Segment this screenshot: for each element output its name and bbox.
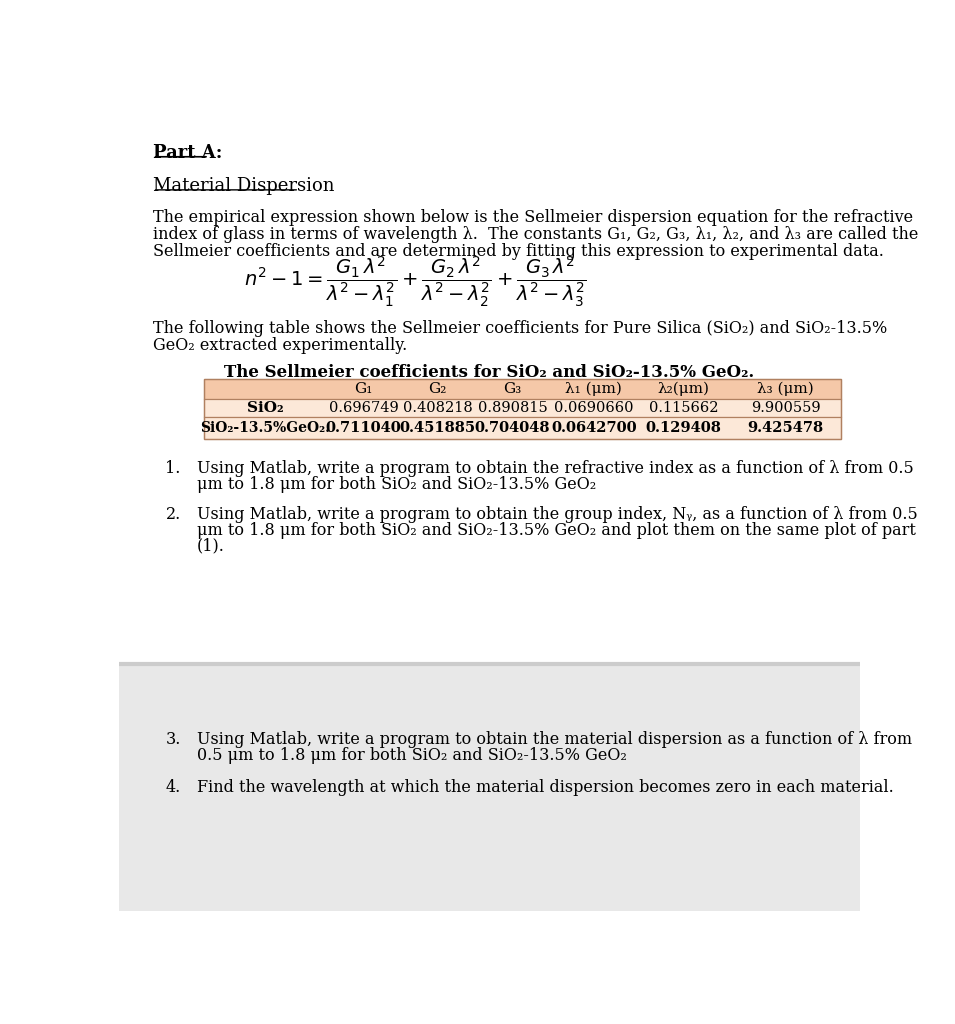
Text: 2.: 2.: [165, 506, 180, 523]
Text: 4.: 4.: [165, 779, 180, 796]
Bar: [204, 417, 841, 438]
Text: 0.0642700: 0.0642700: [551, 421, 637, 435]
Text: The Sellmeier coefficients for SiO₂ and SiO₂-13.5% GeO₂.: The Sellmeier coefficients for SiO₂ and …: [224, 364, 754, 381]
Text: SiO₂-13.5%GeO₂.: SiO₂-13.5%GeO₂.: [201, 421, 330, 435]
Text: 0.890815: 0.890815: [478, 400, 547, 415]
Text: G₃: G₃: [503, 382, 521, 396]
Text: 3.: 3.: [165, 731, 180, 749]
Text: 0.0690660: 0.0690660: [554, 400, 633, 415]
Bar: [119, 665, 860, 911]
Text: 0.711040: 0.711040: [326, 421, 401, 435]
Text: λ₂(μm): λ₂(μm): [658, 382, 710, 396]
Text: Part A:: Part A:: [153, 144, 223, 163]
Text: Using Matlab, write a program to obtain the refractive index as a function of λ : Using Matlab, write a program to obtain …: [197, 460, 914, 477]
Text: Material Dispersion: Material Dispersion: [153, 177, 334, 195]
Text: The following table shows the Sellmeier coefficients for Pure Silica (SiO₂) and : The following table shows the Sellmeier …: [153, 319, 887, 337]
Text: Using Matlab, write a program to obtain the material dispersion as a function of: Using Matlab, write a program to obtain …: [197, 731, 912, 749]
Bar: [204, 398, 841, 417]
Text: Using Matlab, write a program to obtain the group index, Nᵧ, as a function of λ : Using Matlab, write a program to obtain …: [197, 506, 918, 523]
Bar: [204, 379, 841, 398]
Text: μm to 1.8 μm for both SiO₂ and SiO₂-13.5% GeO₂: μm to 1.8 μm for both SiO₂ and SiO₂-13.5…: [197, 475, 596, 493]
Text: μm to 1.8 μm for both SiO₂ and SiO₂-13.5% GeO₂ and plot them on the same plot of: μm to 1.8 μm for both SiO₂ and SiO₂-13.5…: [197, 522, 916, 539]
Text: 1.: 1.: [165, 460, 180, 477]
Text: Find the wavelength at which the material dispersion becomes zero in each materi: Find the wavelength at which the materia…: [197, 779, 894, 796]
Text: G₂: G₂: [429, 382, 447, 396]
Text: 0.696749: 0.696749: [329, 400, 398, 415]
Text: 9.425478: 9.425478: [748, 421, 823, 435]
Text: 0.408218: 0.408218: [403, 400, 473, 415]
Text: 0.704048: 0.704048: [475, 421, 550, 435]
Text: $n^2 - 1 = \dfrac{G_1\,\lambda^2}{\lambda^2 - \lambda_1^2} + \dfrac{G_2\,\lambda: $n^2 - 1 = \dfrac{G_1\,\lambda^2}{\lambd…: [244, 255, 586, 309]
Text: 0.129408: 0.129408: [646, 421, 722, 435]
Text: 0.5 μm to 1.8 μm for both SiO₂ and SiO₂-13.5% GeO₂: 0.5 μm to 1.8 μm for both SiO₂ and SiO₂-…: [197, 746, 627, 764]
Bar: [204, 379, 841, 438]
Text: GeO₂ extracted experimentally.: GeO₂ extracted experimentally.: [153, 337, 407, 354]
Text: The empirical expression shown below is the Sellmeier dispersion equation for th: The empirical expression shown below is …: [153, 209, 913, 226]
Text: λ₃ (μm): λ₃ (μm): [757, 382, 814, 396]
Text: index of glass in terms of wavelength λ.  The constants G₁, G₂, G₃, λ₁, λ₂, and : index of glass in terms of wavelength λ.…: [153, 226, 918, 243]
Text: 9.900559: 9.900559: [751, 400, 820, 415]
Text: λ₁ (μm): λ₁ (μm): [565, 382, 623, 396]
Text: SiO₂: SiO₂: [247, 400, 284, 415]
Text: Sellmeier coefficients and are determined by fitting this expression to experime: Sellmeier coefficients and are determine…: [153, 243, 883, 260]
Text: G₁: G₁: [354, 382, 372, 396]
Text: 0.115662: 0.115662: [649, 400, 718, 415]
Text: (1).: (1).: [197, 538, 225, 554]
Text: 0.451885: 0.451885: [399, 421, 476, 435]
